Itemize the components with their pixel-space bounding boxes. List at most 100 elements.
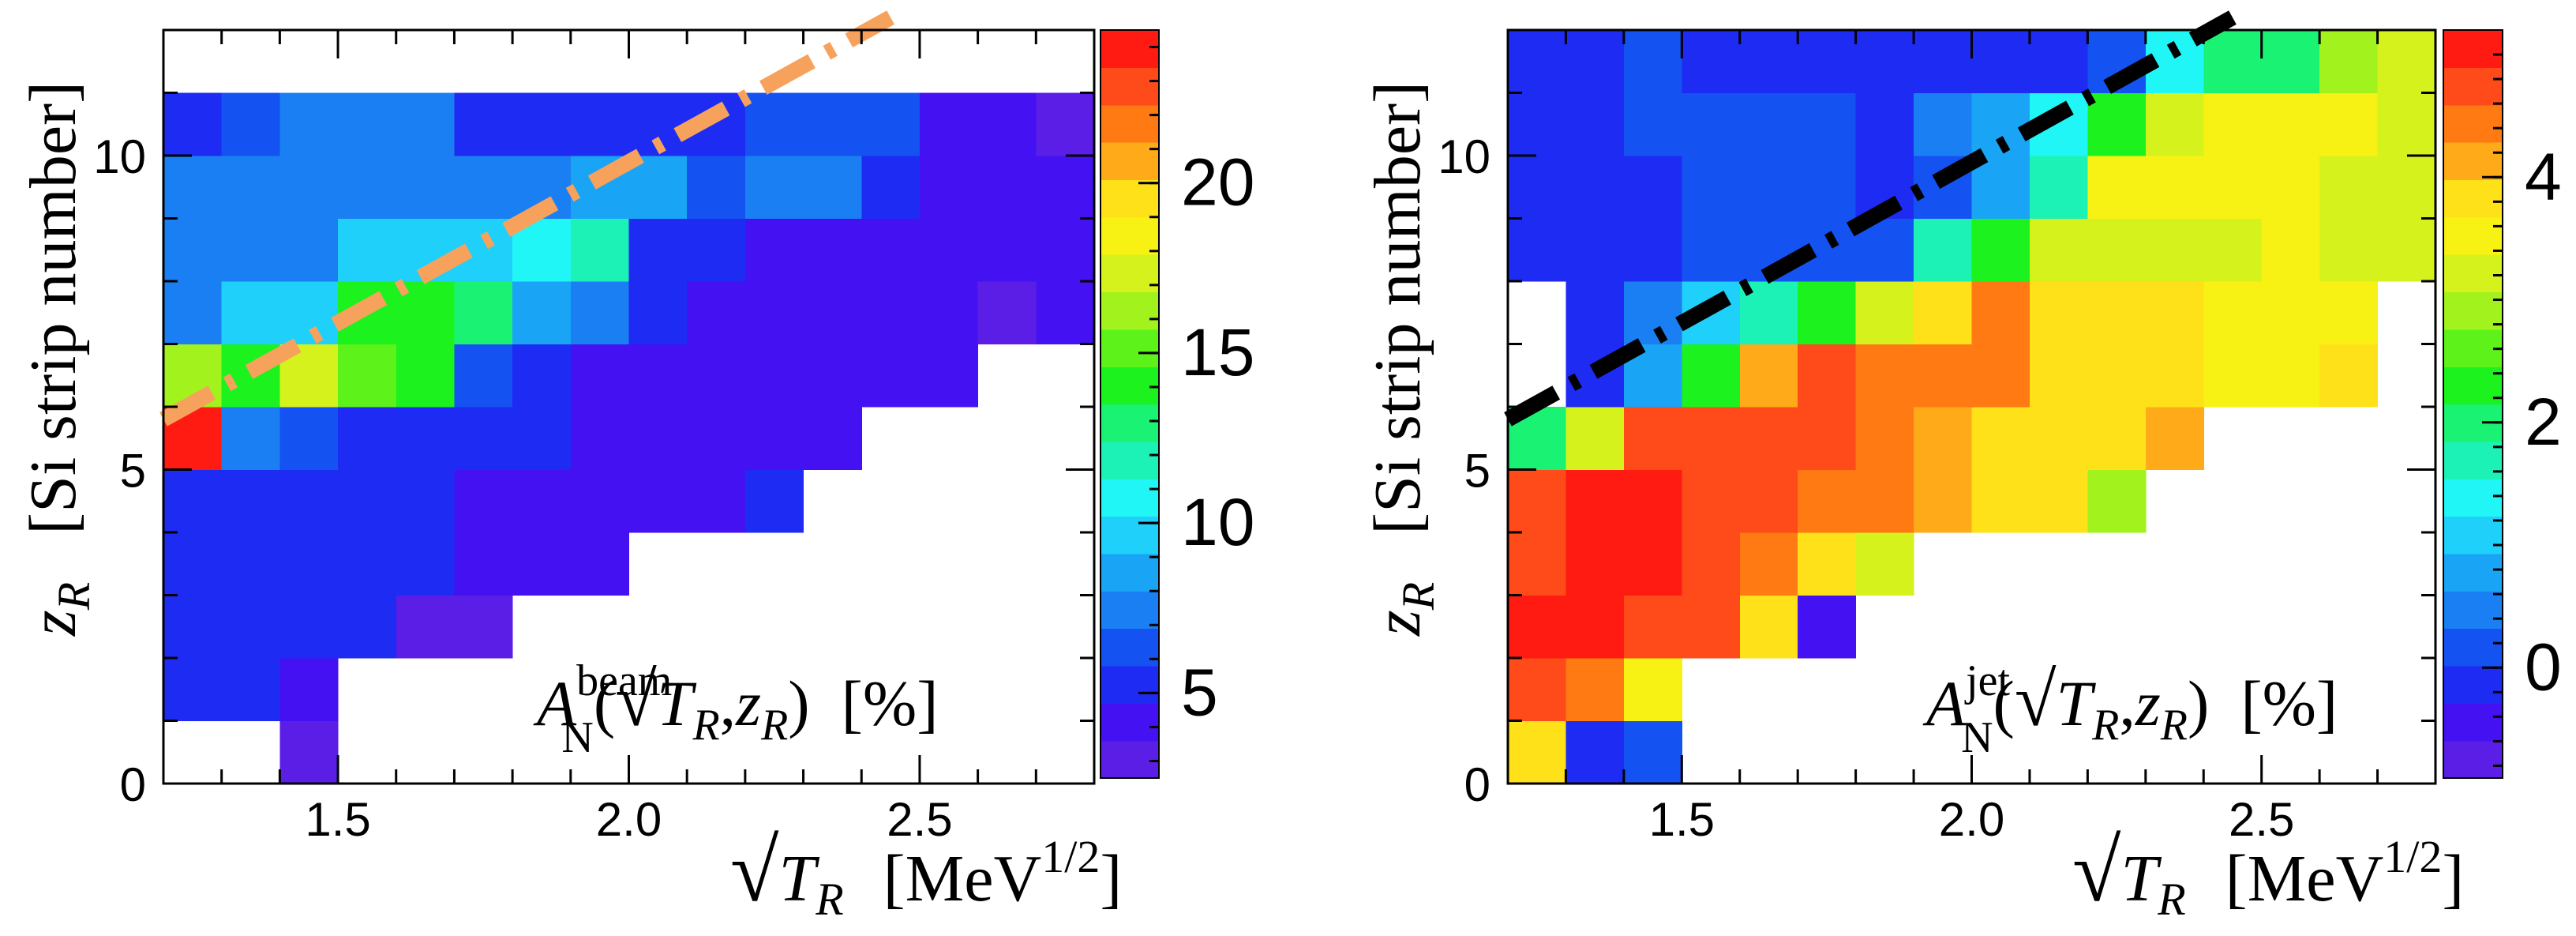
heatmap-cell [2029, 30, 2088, 94]
heatmap-cell [1798, 344, 1857, 408]
heatmap-cell [744, 156, 804, 220]
x-tick-label: 1.5 [305, 793, 370, 846]
heatmap-cell [977, 218, 1037, 282]
heatmap-cell [396, 156, 456, 220]
heatmap-cell [1914, 218, 1973, 282]
heatmap-cell [1971, 469, 2030, 533]
heatmap-cell [1565, 469, 1625, 533]
heatmap-cell [454, 532, 513, 596]
heatmap-cell [628, 218, 688, 282]
heatmap-cell [338, 469, 397, 533]
heatmap-cell [1739, 407, 1798, 471]
heatmap-cell [919, 156, 979, 220]
heatmap-cell [1855, 532, 1914, 596]
heatmap-cell [1623, 156, 1682, 220]
heatmap-cell [338, 156, 397, 220]
heatmap-cell [1682, 344, 1741, 408]
heatmap-cell [279, 92, 339, 156]
heatmap-cell [221, 469, 280, 533]
heatmap-cell [1739, 92, 1798, 156]
heatmap-cell [628, 156, 688, 220]
colorbar-swatch [2443, 591, 2503, 630]
colorbar-tick-label: 15 [1181, 315, 1254, 389]
colorbar-swatch [2443, 516, 2503, 554]
heatmap-cell [338, 344, 397, 408]
heatmap-cell [279, 658, 339, 722]
y-axis-label-jet: zR[Si strip number] [1361, 81, 1444, 637]
heatmap-cell [2029, 407, 2088, 471]
heatmap-cell [2203, 156, 2263, 220]
y-tick-label: 5 [120, 445, 146, 498]
heatmap-cell [221, 218, 280, 282]
heatmap-cell [2087, 344, 2147, 408]
heatmap-cell [1036, 281, 1095, 345]
heatmap-cell [1508, 469, 1567, 533]
y-tick-label: 10 [93, 130, 146, 183]
heatmap-cell [861, 281, 921, 345]
heatmap-cell [2319, 344, 2379, 408]
heatmap-cell [221, 407, 280, 471]
heatmap-cell [279, 595, 339, 659]
heatmap-cell [861, 218, 921, 282]
heatmap-cell [1565, 156, 1625, 220]
heatmap-cell [1798, 92, 1857, 156]
heatmap-cell [163, 595, 223, 659]
heatmap-cell [687, 407, 746, 471]
heatmap-cell [1739, 30, 1798, 94]
heatmap-cell [221, 595, 280, 659]
colorbar-tick-label: 4 [2525, 139, 2562, 213]
heatmap-cell [163, 658, 223, 722]
y-tick-label: 0 [1464, 758, 1490, 811]
heatmap-cell [1855, 30, 1914, 94]
heatmap-cell [163, 281, 223, 345]
y-tick-label: 0 [120, 758, 146, 811]
heatmap-cell [1623, 407, 1682, 471]
heatmap-cell [1914, 407, 1973, 471]
heatmap-cell [919, 218, 979, 282]
heatmap-cell [1855, 469, 1914, 533]
colorbar-swatch [1101, 628, 1159, 667]
heatmap-cell [1914, 469, 1973, 533]
heatmap-cell [744, 344, 804, 408]
heatmap-cell [454, 92, 513, 156]
heatmap-cell [279, 407, 339, 471]
heatmap-cell [2319, 281, 2379, 345]
colorbar-swatch [1101, 30, 1159, 68]
heatmap-cell [2377, 156, 2436, 220]
heatmap-cell [687, 281, 746, 345]
heatmap-cell [454, 407, 513, 471]
heatmap-cell [1565, 720, 1625, 784]
heatmap-cell [221, 281, 280, 345]
heatmap-cell [396, 532, 456, 596]
heatmap-cell [163, 156, 223, 220]
colorbar-swatch [2443, 329, 2503, 367]
heatmap-cell [1623, 720, 1682, 784]
heatmap-cell [2319, 92, 2379, 156]
colorbar-swatch [1101, 479, 1159, 517]
heatmap-cell [2029, 218, 2088, 282]
heatmap-cell [2087, 407, 2147, 471]
heatmap-cell [1914, 344, 1973, 408]
colorbar-swatch [2443, 628, 2503, 667]
heatmap-cell [221, 156, 280, 220]
heatmap-cell [2261, 218, 2320, 282]
heatmap-cell [1565, 658, 1625, 722]
heatmap-cell [2145, 92, 2204, 156]
heatmap-cell [512, 469, 572, 533]
colorbar-swatch [2443, 703, 2503, 742]
heatmap-cell [163, 92, 223, 156]
heatmap-cell [338, 595, 397, 659]
heatmap-cell [279, 218, 339, 282]
heatmap-cell [1914, 92, 1973, 156]
colorbar-swatch [2443, 553, 2503, 592]
colorbar-swatch [2443, 665, 2503, 704]
heatmap-cell [1623, 218, 1682, 282]
heatmap-cell [1682, 156, 1741, 220]
heatmap-cell [1565, 595, 1625, 659]
heatmap-cell [744, 407, 804, 471]
heatmap-cell [2029, 281, 2088, 345]
colorbar-swatch [2443, 67, 2503, 106]
heatmap-cell [687, 218, 746, 282]
heatmap-cell [628, 469, 688, 533]
